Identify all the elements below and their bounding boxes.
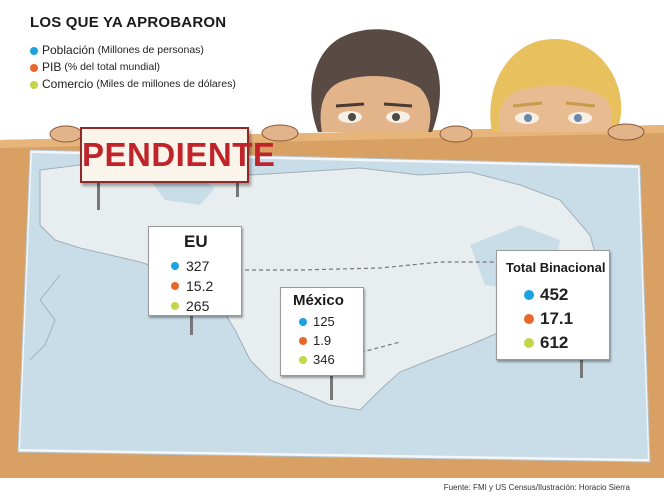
legend-item-comercio: Comercio (Miles de millones de dólares) (30, 76, 236, 93)
population-dot-icon (30, 46, 38, 55)
source-footer: Fuente: FMI y US Census/Ilustración: Hor… (443, 483, 630, 492)
card-mexico-pib: 1.9 (299, 331, 363, 350)
person-left (311, 29, 440, 132)
population-dot-icon (524, 290, 534, 300)
population-dot-icon (299, 317, 307, 326)
gdp-dot-icon (524, 314, 534, 324)
pending-sign-label: PENDIENTE (82, 136, 276, 173)
card-eu: EU 327 15.2 265 (148, 226, 242, 316)
card-eu-pib: 15.2 (171, 276, 241, 296)
gdp-dot-icon (299, 336, 307, 345)
person-right (490, 38, 622, 132)
card-total: Total Binacional 452 17.1 612 (496, 250, 610, 360)
gdp-dot-icon (30, 63, 38, 72)
legend-item-pib: PIB (% del total mundial) (30, 59, 236, 76)
trade-dot-icon (30, 80, 38, 89)
card-total-poblacion: 452 (524, 283, 609, 307)
card-total-pib: 17.1 (524, 307, 609, 331)
card-eu-comercio: 265 (171, 296, 241, 316)
gdp-dot-icon (171, 282, 179, 290)
trade-dot-icon (171, 302, 179, 310)
legend-item-poblacion: Población (Millones de personas) (30, 42, 236, 59)
population-dot-icon (171, 262, 179, 270)
card-total-title: Total Binacional (506, 260, 606, 275)
card-mexico: México 125 1.9 346 (280, 287, 364, 376)
page-title: LOS QUE YA APROBARON (30, 14, 227, 31)
trade-dot-icon (299, 355, 307, 364)
card-mexico-title: México (293, 292, 344, 309)
legend: Población (Millones de personas) PIB (% … (30, 42, 236, 93)
pending-sign: PENDIENTE (80, 127, 276, 183)
card-eu-title: EU (184, 232, 208, 251)
card-eu-poblacion: 327 (171, 256, 241, 276)
trade-dot-icon (524, 338, 534, 348)
card-total-comercio: 612 (524, 331, 609, 355)
card-mexico-comercio: 346 (299, 350, 363, 369)
card-mexico-poblacion: 125 (299, 312, 363, 331)
